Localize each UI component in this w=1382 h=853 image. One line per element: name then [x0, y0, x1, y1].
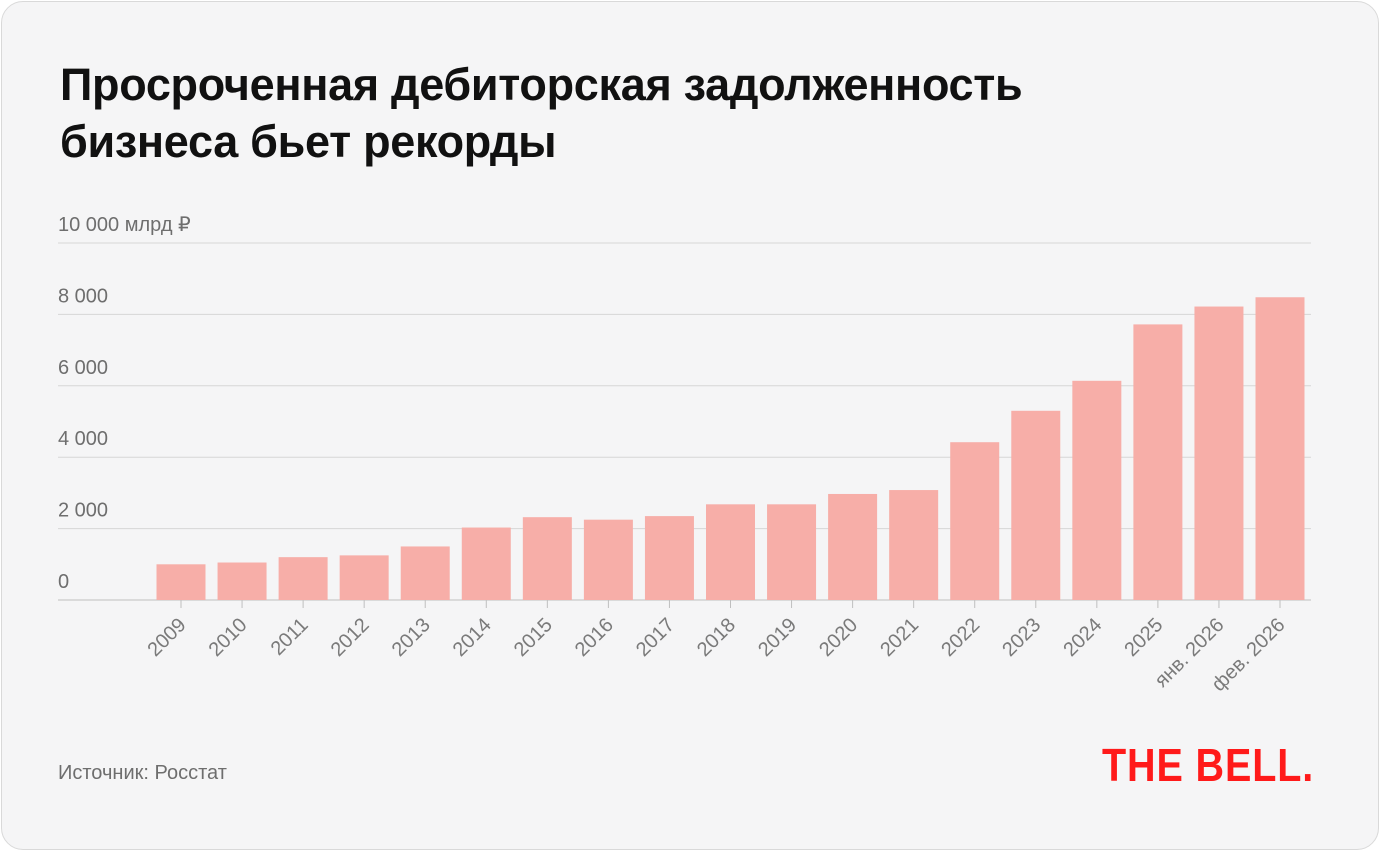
chart-title-line-2: бизнеса бьет рекорды [60, 116, 557, 167]
bar [339, 555, 389, 600]
x-tick-label: 2014 [449, 614, 496, 661]
x-tick-label: 2018 [693, 614, 740, 661]
the-bell-logo: THE BELL. [1102, 739, 1315, 791]
y-tick-label: 6 000 [58, 357, 108, 379]
bar [156, 564, 206, 600]
x-tick-label: 2025 [1120, 614, 1167, 661]
x-tick-label: 2010 [205, 614, 252, 661]
bar [522, 517, 572, 600]
y-tick-label: 10 000 млрд ₽ [58, 214, 191, 236]
bar [1194, 306, 1244, 600]
x-tick-label: 2011 [267, 614, 313, 660]
x-tick-label: 2012 [327, 614, 374, 661]
bar [828, 493, 878, 600]
bar [461, 527, 511, 600]
bar [400, 546, 450, 600]
bar [217, 562, 267, 600]
bar [278, 557, 328, 600]
bar [706, 504, 755, 600]
y-tick-label: 8 000 [58, 285, 108, 307]
y-tick-label: 4 000 [58, 428, 108, 450]
x-tick-label: 2020 [815, 614, 862, 661]
x-tick-label: 2024 [1059, 614, 1106, 661]
bar [1072, 380, 1122, 600]
y-tick-label: 0 [58, 571, 69, 593]
source-note: Источник: Росстат [58, 762, 227, 784]
bar [889, 490, 939, 600]
bar [1255, 297, 1305, 600]
x-tick-label: 2023 [998, 614, 1045, 661]
bar [950, 442, 1000, 600]
bar [644, 516, 694, 600]
x-tick-label: 2021 [876, 614, 923, 661]
x-tick-label: 2016 [571, 614, 618, 661]
x-tick-label: 2009 [144, 614, 191, 661]
x-tick-label: 2013 [388, 614, 435, 661]
bar [1011, 410, 1061, 600]
bar [767, 504, 817, 600]
x-tick-label: 2015 [510, 614, 557, 661]
chart-title-line-1: Просроченная дебиторская задолженность [60, 59, 1023, 110]
x-tick-label: 2019 [754, 614, 801, 661]
chart-title: Просроченная дебиторская задолженность б… [60, 56, 1260, 170]
bar [1133, 324, 1183, 600]
x-tick-label: 2017 [632, 614, 679, 661]
bar [583, 519, 633, 600]
x-tick-label: 2022 [937, 614, 984, 661]
y-tick-label: 2 000 [58, 500, 108, 522]
